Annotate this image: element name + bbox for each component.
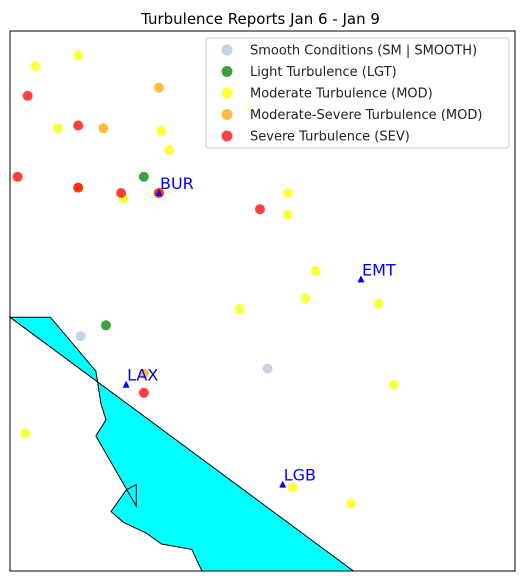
- legend-label-4: Severe Turbulence (SEV): [250, 130, 410, 145]
- airport-marker-lax: [122, 380, 130, 388]
- legend-box: [205, 37, 510, 149]
- point-series-2-4: [164, 144, 175, 155]
- point-series-2-7: [282, 188, 293, 198]
- point-series-1-1: [138, 171, 149, 182]
- point-series-2-15: [287, 482, 298, 493]
- airport-label-lgb: LGB: [284, 466, 316, 485]
- point-series-4-4: [116, 188, 127, 198]
- legend-marker-4: [221, 130, 233, 142]
- point-series-4-7: [138, 387, 149, 398]
- point-series-2-16: [345, 498, 356, 509]
- point-series-2-14: [20, 428, 31, 439]
- legend-marker-1: [221, 66, 233, 77]
- point-series-2-13: [388, 379, 399, 390]
- legend-label-3: Moderate-Severe Turbulence (MOD): [250, 108, 482, 123]
- point-series-2-2: [52, 123, 63, 134]
- plot-frame: [9, 30, 516, 572]
- legend-marker-0: [221, 44, 233, 56]
- legend-marker-2: [221, 87, 233, 99]
- point-series-2-12: [373, 298, 384, 309]
- point-series-2-11: [234, 304, 245, 315]
- point-series-3-1: [98, 123, 109, 134]
- point-series-2-10: [300, 293, 311, 304]
- airports-layer: BUR EMT LAX LGB: [122, 174, 396, 488]
- point-series-2-0: [30, 61, 41, 72]
- legend-marker-3: [221, 109, 233, 120]
- point-series-0-0: [75, 331, 86, 342]
- points-layer: [12, 50, 399, 509]
- chart-title: Turbulence Reports Jan 6 - Jan 9: [140, 10, 380, 28]
- point-series-3-0: [153, 82, 164, 93]
- point-series-3-4: [138, 368, 149, 379]
- point-series-4-1: [73, 120, 84, 131]
- legend-label-1: Light Turbulence (LGT): [250, 65, 397, 80]
- point-series-2-3: [156, 125, 167, 136]
- airport-marker-emt: [357, 275, 365, 283]
- point-series-4-6: [254, 204, 265, 215]
- point-series-1-0: [100, 320, 111, 331]
- point-series-0-1: [262, 363, 273, 374]
- point-series-2-8: [282, 209, 293, 220]
- point-series-4-2: [12, 171, 23, 182]
- point-series-4-0: [22, 90, 33, 101]
- legend-label-0: Smooth Conditions (SM | SMOOTH): [250, 44, 477, 59]
- legend-label-2: Moderate Turbulence (MOD): [250, 87, 433, 102]
- legend: Smooth Conditions (SM | SMOOTH) Light Tur…: [205, 37, 510, 149]
- land-area: [8, 316, 355, 572]
- airport-label-lax: LAX: [127, 366, 158, 385]
- airport-marker-bur: [155, 189, 163, 196]
- point-series-2-1: [73, 50, 84, 61]
- airport-label-bur: BUR: [160, 174, 194, 193]
- airport-label-emt: EMT: [362, 260, 396, 279]
- airport-marker-lgb: [279, 480, 287, 488]
- point-series-4-3: [73, 182, 84, 193]
- point-series-2-9: [310, 266, 321, 277]
